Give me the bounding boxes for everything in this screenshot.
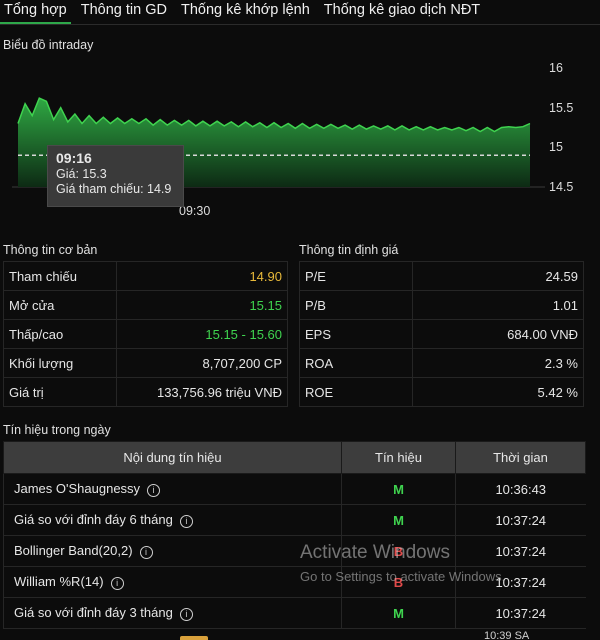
header-time[interactable]: Thời gian: [455, 441, 586, 474]
info-icon[interactable]: i: [110, 576, 124, 590]
table-row: Giá so với đỉnh đáy 6 tháng i M 10:37:24: [3, 504, 586, 536]
row-value: 5.42 %: [412, 377, 584, 407]
row-label: ROA: [299, 348, 413, 378]
signal-name: James O'Shaugnessy: [14, 481, 141, 497]
y-tick-14-5: 14.5: [549, 180, 573, 194]
tooltip-price: Giá: 15.3: [56, 167, 107, 181]
row-value: 8,707,200 CP: [116, 348, 288, 378]
signal-value: M: [341, 597, 456, 629]
basic-info-title: Thông tin cơ bản: [3, 243, 98, 257]
signal-value: M: [341, 473, 456, 505]
table-row: James O'Shaugnessy i M 10:36:43: [3, 473, 586, 505]
header-content[interactable]: Nội dung tín hiệu: [3, 441, 342, 474]
row-label: P/E: [299, 261, 413, 291]
y-tick-15: 15: [549, 140, 563, 154]
tab-thong-ke-giao-dich-ndt[interactable]: Thống kê giao dịch NĐT: [323, 2, 481, 18]
x-tick-0930: 09:30: [179, 204, 210, 218]
row-label: Thấp/cao: [3, 319, 117, 349]
row-value: 684.00 VNĐ: [412, 319, 584, 349]
signal-name-cell: James O'Shaugnessy i: [3, 473, 342, 505]
taskbar-app-icon[interactable]: [180, 636, 208, 640]
table-row: Khối lượng 8,707,200 CP: [3, 348, 288, 378]
info-icon[interactable]: i: [147, 483, 161, 497]
y-tick-16: 16: [549, 61, 563, 75]
table-row: EPS 684.00 VNĐ: [299, 319, 584, 349]
signal-name: Bollinger Band(20,2): [14, 543, 133, 559]
table-row: Mở cửa 15.15: [3, 290, 288, 320]
table-row: William %R(14) i B 10:37:24: [3, 566, 586, 598]
signals-table: Nội dung tín hiệu Tín hiệu Thời gian Jam…: [3, 441, 586, 629]
table-row: ROA 2.3 %: [299, 348, 584, 378]
row-label: Mở cửa: [3, 290, 117, 320]
tab-tong-hop[interactable]: Tổng hợp: [0, 0, 71, 24]
signal-time: 10:37:24: [455, 535, 586, 567]
header-signal[interactable]: Tín hiệu: [341, 441, 456, 474]
row-label: P/B: [299, 290, 413, 320]
tab-thong-tin-gd[interactable]: Thông tin GD: [80, 2, 167, 18]
row-label: EPS: [299, 319, 413, 349]
tab-thong-ke-khop-lenh[interactable]: Thống kê khớp lệnh: [180, 2, 310, 18]
table-row: Thấp/cao 15.15 - 15.60: [3, 319, 288, 349]
table-header-row: Nội dung tín hiệu Tín hiệu Thời gian: [3, 441, 586, 474]
info-icon[interactable]: i: [179, 607, 193, 621]
table-row: Giá so với đỉnh đáy 3 tháng i M 10:37:24: [3, 597, 586, 629]
basic-info-table: Tham chiếu 14.90 Mở cửa 15.15 Thấp/cao 1…: [3, 261, 288, 407]
info-icon[interactable]: i: [179, 514, 193, 528]
table-row: Giá trị 133,756.96 triệu VNĐ: [3, 377, 288, 407]
y-tick-15-5: 15.5: [549, 101, 573, 115]
chart-title: Biểu đồ intraday: [3, 38, 94, 52]
taskbar-clock[interactable]: 10:39 SA: [484, 630, 530, 640]
row-label: Giá trị: [3, 377, 117, 407]
signal-name-cell: Bollinger Band(20,2) i: [3, 535, 342, 567]
signal-name-cell: Giá so với đỉnh đáy 3 tháng i: [3, 597, 342, 629]
signals-title: Tín hiệu trong ngày: [3, 423, 111, 437]
table-row: P/E 24.59: [299, 261, 584, 291]
valuation-table: P/E 24.59 P/B 1.01 EPS 684.00 VNĐ ROA 2.…: [299, 261, 584, 407]
info-icon[interactable]: i: [139, 545, 153, 559]
chart-tooltip: 09:16 Giá: 15.3 Giá tham chiếu: 14.9: [47, 145, 184, 207]
price-line: [17, 97, 531, 133]
signal-name-cell: William %R(14) i: [3, 566, 342, 598]
row-value: 14.90: [116, 261, 288, 291]
valuation-title: Thông tin định giá: [299, 243, 399, 257]
row-label: Tham chiếu: [3, 261, 117, 291]
table-row: ROE 5.42 %: [299, 377, 584, 407]
row-value: 1.01: [412, 290, 584, 320]
signal-name-cell: Giá so với đỉnh đáy 6 tháng i: [3, 504, 342, 536]
row-value: 133,756.96 triệu VNĐ: [116, 377, 288, 407]
signal-time: 10:37:24: [455, 566, 586, 598]
signal-value: M: [341, 504, 456, 536]
row-label: Khối lượng: [3, 348, 117, 378]
tooltip-reference: Giá tham chiếu: 14.9: [56, 182, 172, 196]
table-row: Bollinger Band(20,2) i B 10:37:24: [3, 535, 586, 567]
row-label: ROE: [299, 377, 413, 407]
tab-bar: Tổng hợp Thông tin GD Thống kê khớp lệnh…: [0, 0, 600, 24]
signal-time: 10:37:24: [455, 504, 586, 536]
row-value: 15.15 - 15.60: [116, 319, 288, 349]
table-row: P/B 1.01: [299, 290, 584, 320]
signal-time: 10:37:24: [455, 597, 586, 629]
tooltip-time: 09:16: [56, 150, 92, 166]
row-value: 15.15: [116, 290, 288, 320]
row-value: 24.59: [412, 261, 584, 291]
row-value: 2.3 %: [412, 348, 584, 378]
table-row: Tham chiếu 14.90: [3, 261, 288, 291]
signal-name: Giá so với đỉnh đáy 6 tháng: [14, 512, 173, 528]
signal-name: William %R(14): [14, 574, 104, 590]
signal-name: Giá so với đỉnh đáy 3 tháng: [14, 605, 173, 621]
signal-time: 10:36:43: [455, 473, 586, 505]
signal-value: B: [341, 566, 456, 598]
signal-value: B: [341, 535, 456, 567]
tab-divider: [0, 24, 600, 25]
